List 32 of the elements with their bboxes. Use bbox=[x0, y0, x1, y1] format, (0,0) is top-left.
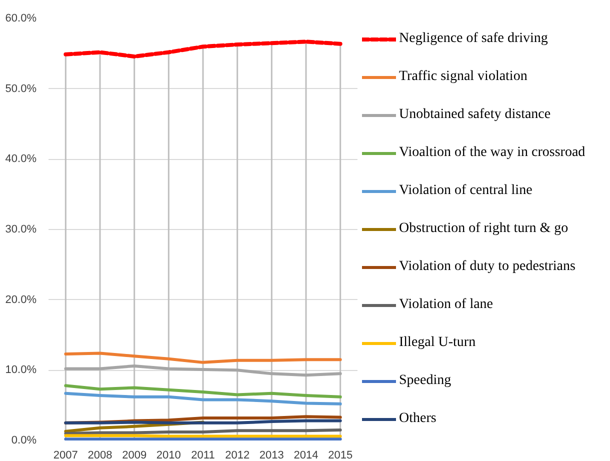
y-tick-label: 50.0% bbox=[5, 82, 37, 95]
line-series bbox=[64, 352, 342, 364]
y-tick-label: 20.0% bbox=[5, 294, 37, 306]
line-series bbox=[64, 364, 342, 377]
x-tick-label: 2015 bbox=[328, 450, 353, 461]
legend-label: Violation of lane bbox=[399, 296, 494, 314]
x-tick-label: 2013 bbox=[259, 450, 284, 461]
x-tick-label: 2014 bbox=[294, 450, 318, 461]
y-tick-label: 40.0% bbox=[5, 153, 37, 166]
legend-label: Violation of duty to pedestrians bbox=[399, 258, 576, 276]
line-series bbox=[64, 392, 342, 406]
legend-label: Speeding bbox=[399, 372, 452, 390]
x-tick-label: 2012 bbox=[225, 450, 250, 461]
y-tick-label: 0.0% bbox=[11, 434, 37, 446]
y-tick-label: 30.0% bbox=[5, 224, 37, 236]
y-tick-label: 60.0% bbox=[5, 12, 37, 24]
legend-label: Unobtained safety distance bbox=[399, 106, 551, 124]
legend-label: Negligence of safe driving bbox=[399, 30, 548, 48]
legend-label: Obstruction of right turn & go bbox=[399, 220, 568, 238]
x-tick-label: 2008 bbox=[88, 450, 112, 461]
legend-label: Others bbox=[399, 410, 436, 428]
legend-label: Illegal U-turn bbox=[399, 334, 476, 352]
legend-label: Traffic signal violation bbox=[399, 68, 528, 86]
y-tick-label: 10.0% bbox=[5, 364, 37, 376]
x-tick-label: 2011 bbox=[191, 450, 215, 461]
line-series bbox=[64, 40, 342, 58]
x-tick-label: 2007 bbox=[53, 450, 78, 461]
x-tick-label: 2010 bbox=[156, 450, 181, 461]
legend-label: Violation of central line bbox=[399, 182, 532, 200]
x-tick-label: 2009 bbox=[122, 450, 147, 461]
legend-label: Vioaltion of the way in crossroad bbox=[399, 144, 586, 162]
line-series bbox=[64, 384, 342, 398]
